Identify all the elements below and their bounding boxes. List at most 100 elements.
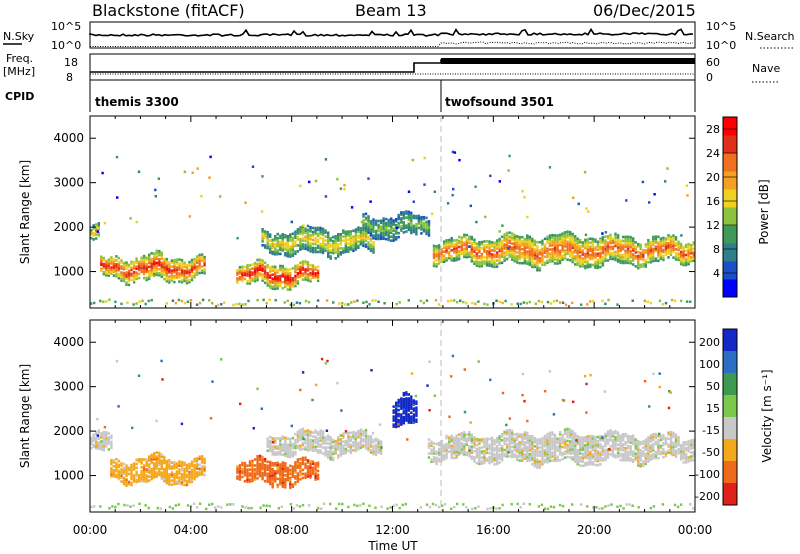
heatmap-cell bbox=[480, 440, 484, 443]
heatmap-cell bbox=[246, 266, 249, 269]
heatmap-cell bbox=[450, 245, 453, 248]
heatmap-cell bbox=[463, 447, 466, 450]
heatmap-cell bbox=[682, 249, 685, 253]
heatmap-cell bbox=[437, 303, 441, 306]
heatmap-cell bbox=[435, 245, 438, 248]
heatmap-cell bbox=[445, 257, 448, 260]
heatmap-cell bbox=[626, 235, 630, 239]
heatmap-cell bbox=[634, 452, 637, 455]
heatmap-cell bbox=[533, 451, 537, 454]
heatmap-cell bbox=[432, 250, 436, 254]
heatmap-cell bbox=[669, 247, 673, 251]
heatmap-cell bbox=[324, 454, 327, 457]
heatmap-cell bbox=[407, 210, 410, 214]
heatmap-cell bbox=[140, 260, 143, 264]
heatmap-cell bbox=[468, 454, 471, 458]
heatmap-cell bbox=[155, 463, 158, 466]
heatmap-cell bbox=[337, 444, 340, 447]
heatmap-cell bbox=[140, 474, 143, 477]
heatmap-cell bbox=[276, 467, 279, 471]
heatmap-cell bbox=[427, 230, 431, 233]
heatmap-cell bbox=[498, 241, 501, 245]
heatmap-cell bbox=[332, 247, 335, 251]
heatmap-cell bbox=[616, 439, 620, 442]
heatmap-cell bbox=[379, 225, 383, 229]
heatmap-cell bbox=[145, 460, 148, 463]
heatmap-cell bbox=[604, 245, 607, 248]
heatmap-cell bbox=[158, 451, 161, 455]
heatmap-cell bbox=[150, 258, 153, 261]
heatmap-cell bbox=[415, 408, 418, 411]
heatmap-cell bbox=[493, 247, 496, 251]
heatmap-cell bbox=[427, 228, 431, 231]
heatmap-cell bbox=[281, 239, 284, 242]
heatmap-cell bbox=[168, 265, 171, 268]
heatmap-cell bbox=[677, 256, 680, 260]
heatmap-cell bbox=[304, 235, 307, 239]
heatmap-cell bbox=[296, 430, 300, 434]
heatmap-cell bbox=[279, 264, 282, 268]
heatmap-cell bbox=[400, 423, 403, 426]
heatmap-cell bbox=[473, 446, 476, 449]
heatmap-cell bbox=[372, 450, 375, 454]
heatmap-cell bbox=[606, 450, 610, 453]
heatmap-cell bbox=[304, 448, 307, 451]
heatmap-cell bbox=[601, 451, 605, 454]
heatmap-cell bbox=[269, 480, 272, 484]
heatmap-cell bbox=[453, 446, 456, 450]
heatmap-cell bbox=[470, 257, 473, 261]
heatmap-cell bbox=[687, 260, 690, 264]
heatmap-cell bbox=[503, 233, 506, 236]
heatmap-cell bbox=[475, 254, 479, 257]
heatmap-cell bbox=[342, 446, 345, 449]
heatmap-cell bbox=[480, 242, 484, 246]
heatmap-cell bbox=[566, 258, 569, 261]
heatmap-cell bbox=[198, 457, 201, 461]
heatmap-cell bbox=[478, 448, 481, 452]
heatmap-cell bbox=[248, 462, 252, 465]
heatmap-cell bbox=[299, 232, 302, 235]
heatmap-cell bbox=[327, 237, 330, 241]
heatmap-cell bbox=[160, 273, 163, 277]
heatmap-cell bbox=[521, 455, 524, 458]
heatmap-cell bbox=[551, 239, 554, 243]
heatmap-cell bbox=[427, 442, 431, 445]
heatmap-cell bbox=[284, 273, 287, 277]
heatmap-cell bbox=[405, 216, 408, 219]
heatmap-cell bbox=[299, 457, 302, 461]
heatmap-cell bbox=[342, 448, 345, 451]
heatmap-cell bbox=[349, 443, 352, 447]
heatmap-cell bbox=[604, 454, 607, 458]
heatmap-cell bbox=[261, 477, 264, 481]
heatmap-cell bbox=[365, 300, 368, 304]
heatmap-cell bbox=[553, 445, 557, 449]
heatmap-cell bbox=[180, 278, 184, 282]
heatmap-cell bbox=[445, 241, 448, 244]
heatmap-cell bbox=[460, 436, 463, 439]
heatmap-cell bbox=[382, 235, 385, 238]
heatmap-cell bbox=[624, 434, 627, 438]
heatmap-cell bbox=[581, 448, 584, 452]
heatmap-cell bbox=[435, 249, 438, 252]
heatmap-cell bbox=[281, 249, 284, 252]
heatmap-cell bbox=[642, 257, 645, 260]
heatmap-cell bbox=[294, 438, 297, 442]
heatmap-cell bbox=[586, 261, 589, 265]
heatmap-cell bbox=[248, 480, 252, 483]
heatmap-cell bbox=[571, 252, 574, 256]
heatmap-cell bbox=[296, 244, 300, 247]
heatmap-cell bbox=[523, 239, 526, 243]
heatmap-cell bbox=[274, 253, 277, 256]
heatmap-cell bbox=[362, 244, 365, 248]
heatmap-cell bbox=[279, 465, 282, 468]
heatmap-cell bbox=[291, 446, 295, 450]
heatmap-cell bbox=[405, 397, 408, 400]
heatmap-cell bbox=[286, 255, 289, 258]
heatmap-cell bbox=[571, 250, 574, 254]
heatmap-cell bbox=[286, 249, 289, 252]
heatmap-cell bbox=[274, 251, 277, 254]
heatmap-cell bbox=[548, 459, 552, 463]
heatmap-cell bbox=[589, 442, 592, 446]
heatmap-cell bbox=[178, 480, 181, 483]
heatmap-cell bbox=[251, 461, 254, 465]
